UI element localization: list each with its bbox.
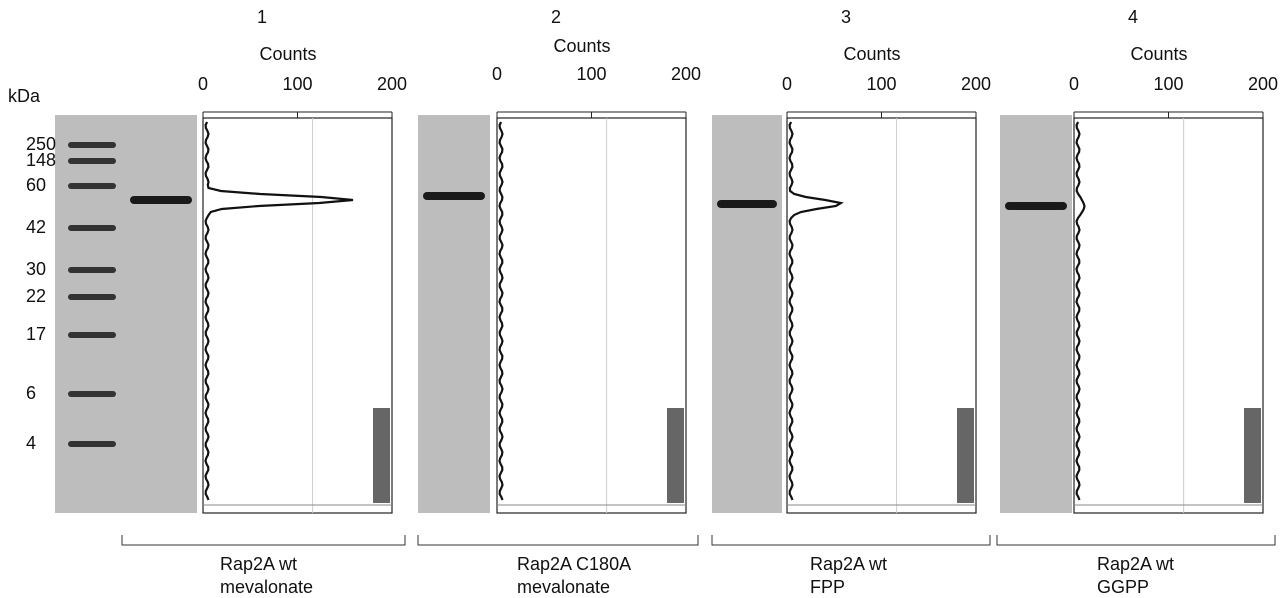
ladder-band <box>68 225 116 231</box>
marker-label: 60 <box>26 175 46 195</box>
ladder-band <box>68 332 116 338</box>
panel-number: 3 <box>841 7 851 27</box>
marker-label: 17 <box>26 324 46 344</box>
marker-label: 250 <box>26 134 56 154</box>
caption: mevalonate <box>517 577 610 597</box>
gel-band <box>717 200 777 208</box>
caption: mevalonate <box>220 577 313 597</box>
axis-label: Counts <box>844 44 901 64</box>
axis-label: Counts <box>554 36 611 56</box>
axis-tick-label: 0 <box>782 74 792 94</box>
axis-label: Counts <box>1131 44 1188 64</box>
instrument-logo <box>373 408 390 503</box>
ladder-band <box>68 294 116 300</box>
caption: Rap2A wt <box>220 554 297 574</box>
ladder-band <box>68 267 116 273</box>
axis-tick-label: 100 <box>1153 74 1183 94</box>
instrument-logo <box>1244 408 1261 503</box>
axis-label: Counts <box>260 44 317 64</box>
axis-tick-label: 200 <box>961 74 991 94</box>
caption-bracket <box>121 535 406 546</box>
axis-tick-label: 200 <box>671 64 701 84</box>
gel-lane <box>712 115 782 513</box>
caption-bracket <box>417 535 699 546</box>
density-trace <box>1075 121 1086 501</box>
unit-label: kDa <box>8 86 41 106</box>
panel-number: 1 <box>257 7 267 27</box>
trace-box <box>496 117 687 514</box>
caption: Rap2A wt <box>1097 554 1174 574</box>
ladder-band <box>68 391 116 397</box>
gel-band <box>423 192 485 200</box>
gel-band <box>1005 202 1067 210</box>
ladder-band <box>68 183 116 189</box>
caption-bracket <box>711 535 991 546</box>
trace-box <box>1073 117 1264 514</box>
caption: Rap2A C180A <box>517 554 631 574</box>
ladder-band <box>68 158 116 164</box>
axis-tick-label: 100 <box>866 74 896 94</box>
instrument-logo <box>957 408 974 503</box>
instrument-logo <box>667 408 684 503</box>
panel-number: 2 <box>551 7 561 27</box>
density-trace <box>788 121 844 501</box>
caption: GGPP <box>1097 577 1149 597</box>
marker-label: 42 <box>26 217 46 237</box>
marker-label: 22 <box>26 286 46 306</box>
ladder-band <box>68 441 116 447</box>
trace-box <box>202 117 393 514</box>
axis-tick-label: 100 <box>282 74 312 94</box>
density-trace <box>204 121 354 501</box>
density-trace <box>498 121 504 501</box>
axis-tick-label: 0 <box>1069 74 1079 94</box>
caption-bracket <box>996 535 1276 546</box>
axis-tick-label: 200 <box>1248 74 1278 94</box>
gel-lane <box>418 115 490 513</box>
ladder-gel <box>55 115 197 513</box>
ladder-band <box>68 142 116 148</box>
marker-label: 148 <box>26 150 56 170</box>
marker-label: 4 <box>26 433 36 453</box>
panel-number: 4 <box>1128 7 1138 27</box>
axis-tick-label: 0 <box>492 64 502 84</box>
gel-band <box>130 196 192 204</box>
trace-box <box>786 117 977 514</box>
marker-label: 30 <box>26 259 46 279</box>
gel-lane <box>1000 115 1072 513</box>
caption: Rap2A wt <box>810 554 887 574</box>
axis-tick-label: 100 <box>576 64 606 84</box>
axis-tick-label: 200 <box>377 74 407 94</box>
caption: FPP <box>810 577 845 597</box>
axis-tick-label: 0 <box>198 74 208 94</box>
marker-label: 6 <box>26 383 36 403</box>
